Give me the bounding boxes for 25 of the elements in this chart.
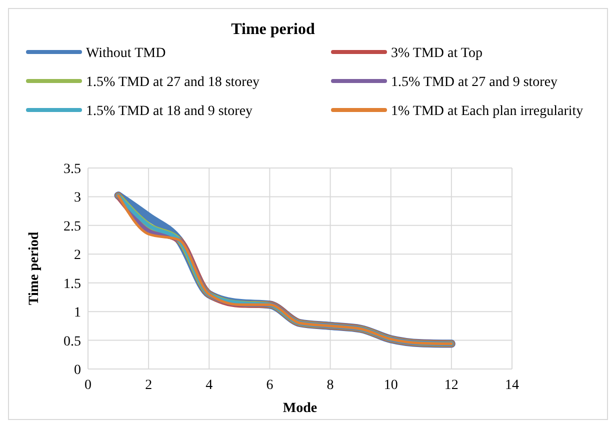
x-tick-label: 12	[444, 378, 458, 393]
y-tick-label: 3.5	[64, 162, 81, 177]
y-tick-label: 0	[74, 363, 81, 378]
chart-title: Time period	[231, 21, 315, 38]
x-tick-label: 10	[384, 378, 398, 393]
x-tick-label: 4	[206, 378, 213, 393]
x-tick-label: 6	[266, 378, 274, 393]
legend-label: 1% TMD at Each plan irregularity	[391, 104, 584, 119]
x-tick-label: 2	[145, 378, 152, 393]
y-tick-label: 1.5	[64, 276, 81, 292]
x-axis-title: Mode	[282, 401, 318, 416]
y-tick-label: 2.5	[64, 219, 81, 234]
x-tick-label: 14	[505, 378, 519, 393]
y-tick-label: 0.5	[64, 334, 81, 350]
x-tick-label: 8	[326, 378, 334, 393]
legend-label: 1.5% TMD at 27 and 9 storey	[391, 75, 558, 90]
legend-label: 1.5% TMD at 27 and 18 storey	[86, 75, 260, 90]
y-tick-label: 1	[74, 306, 81, 321]
legend-label: Without TMD	[86, 46, 166, 61]
x-tick-label: 0	[84, 378, 92, 393]
y-axis-title: Time period	[27, 232, 42, 306]
legend-label: 1.5% TMD at 18 and 9 storey	[86, 104, 253, 119]
y-tick-label: 2	[74, 248, 81, 264]
y-tick-label: 3	[74, 190, 81, 206]
legend-label: 3% TMD at Top	[391, 46, 482, 61]
